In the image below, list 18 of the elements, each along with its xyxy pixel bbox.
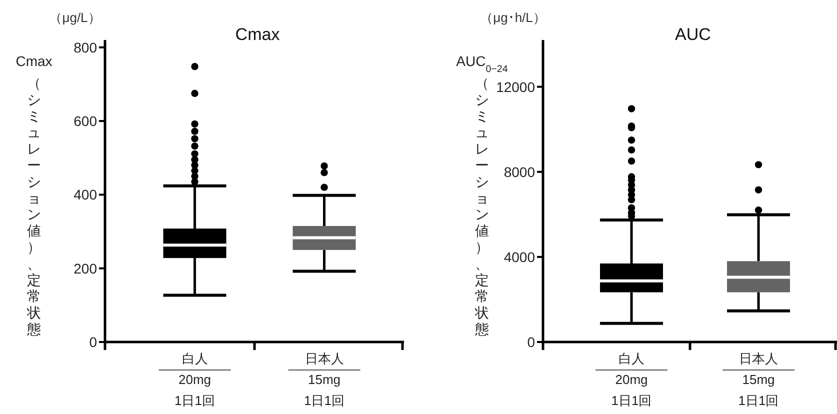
y-tick-label: 4000 xyxy=(504,248,536,265)
chart-title: Cmax xyxy=(235,25,280,44)
y-tick-label: 8000 xyxy=(504,164,536,180)
x-tick-label: 白人 20mg 1日1回 xyxy=(174,351,215,408)
y-tick-label: 600 xyxy=(74,113,98,130)
y-tick-label: 0 xyxy=(527,334,536,350)
y-tick-label: 200 xyxy=(74,260,98,276)
chart-title: AUC xyxy=(675,25,711,44)
text: （μg/L） xyxy=(49,10,101,25)
x-tick-label: 日本人 15mg 1日1回 xyxy=(738,351,779,408)
x-tick-label: 白人 20mg 1日1回 xyxy=(611,351,652,408)
text: （μg･h/L） xyxy=(480,10,546,25)
y-tick-label: 400 xyxy=(74,186,98,203)
y-tick-label: 12000 xyxy=(496,78,536,95)
y-tick-label: 800 xyxy=(74,39,98,56)
x-tick-label: 日本人 15mg 1日1回 xyxy=(304,351,344,408)
text: Cmax（シミュレーション値）、定常状態 xyxy=(16,53,52,337)
y-tick-label: 0 xyxy=(89,334,98,350)
